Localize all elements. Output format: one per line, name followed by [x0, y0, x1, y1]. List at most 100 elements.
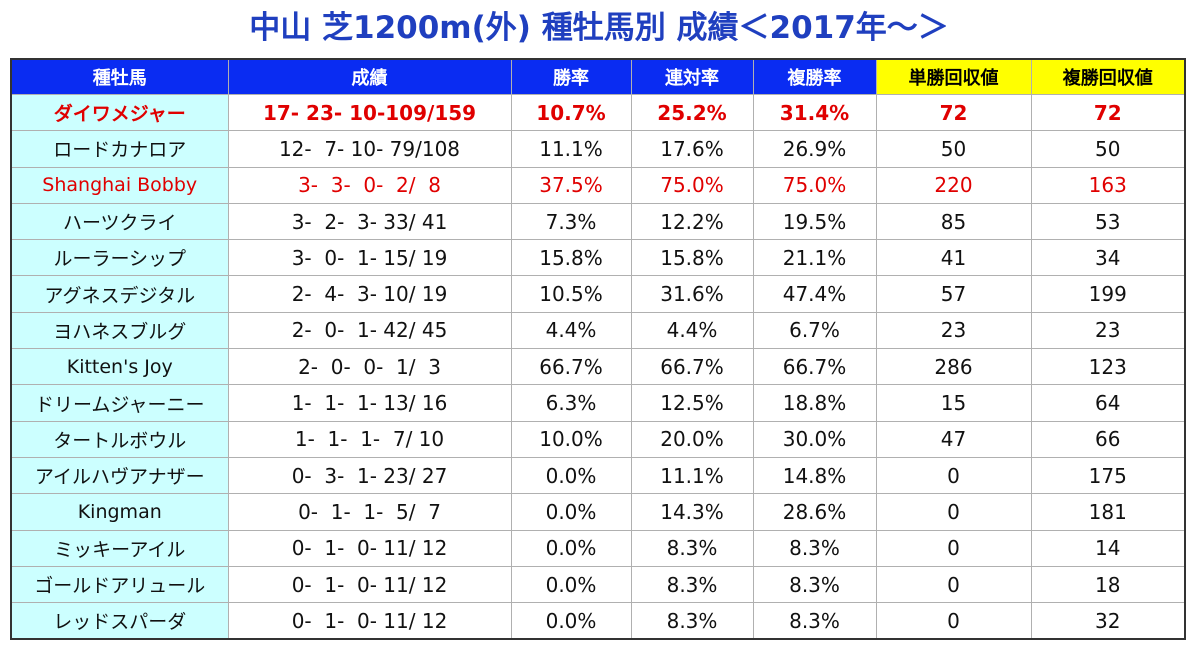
- table-cell: 8.3%: [630, 529, 754, 567]
- sire-name: ヨハネスブルグ: [10, 311, 229, 350]
- table-cell: 0- 1- 0- 11/ 12: [227, 602, 512, 640]
- table-cell: 0: [875, 565, 1032, 604]
- table-cell: 163: [1030, 166, 1186, 204]
- table-cell: 72: [1030, 93, 1186, 132]
- table-row: アグネスデジタル 2- 4- 3- 10/ 19 10.5% 31.6% 47.4% 57…: [10, 275, 1186, 313]
- table-cell: 72: [875, 93, 1032, 132]
- table-cell: 23: [1030, 311, 1186, 350]
- table-cell: 15: [875, 384, 1032, 422]
- table-cell: 12.2%: [630, 202, 754, 241]
- table-cell: 21.1%: [752, 239, 877, 277]
- table-cell: 14.8%: [752, 456, 877, 495]
- table-cell: 0.0%: [510, 456, 632, 495]
- sire-name: Kitten's Joy: [10, 348, 229, 386]
- table-cell: 31.4%: [752, 93, 877, 132]
- table-cell: 6.3%: [510, 384, 632, 422]
- table-cell: 28.6%: [752, 493, 877, 531]
- table-cell: 0: [875, 456, 1032, 495]
- table-row: タートルボウル 1- 1- 1- 7/ 10 10.0% 20.0% 30.0% 47 66: [10, 420, 1186, 458]
- table-cell: 8.3%: [630, 602, 754, 640]
- table-cell: 19.5%: [752, 202, 877, 241]
- table-cell: 286: [875, 348, 1032, 386]
- table-row: ゴールドアリュール 0- 1- 0- 11/ 12 0.0% 8.3% 8.3% 0 18: [10, 565, 1186, 604]
- sire-name: ルーラーシップ: [10, 239, 229, 277]
- table-cell: 18.8%: [752, 384, 877, 422]
- table-row: ヨハネスブルグ 2- 0- 1- 42/ 45 4.4% 4.4% 6.7% 23 23: [10, 311, 1186, 350]
- table-cell: 23: [875, 311, 1032, 350]
- table-cell: 175: [1030, 456, 1186, 495]
- table-cell: 17.6%: [630, 130, 754, 168]
- sire-name: ロードカナロア: [10, 130, 229, 168]
- table-cell: 20.0%: [630, 420, 754, 458]
- table-cell: 11.1%: [510, 130, 632, 168]
- table-cell: 31.6%: [630, 275, 754, 313]
- table-row: ルーラーシップ 3- 0- 1- 15/ 19 15.8% 15.8% 21.1% 41 3…: [10, 239, 1186, 277]
- sire-name: アグネスデジタル: [10, 275, 229, 313]
- table-cell: 0- 1- 0- 11/ 12: [227, 565, 512, 604]
- table-cell: 57: [875, 275, 1032, 313]
- column-header: 複勝回収値: [1030, 58, 1186, 95]
- table-cell: 10.7%: [510, 93, 632, 132]
- table-row: レッドスパーダ 0- 1- 0- 11/ 12 0.0% 8.3% 8.3% 0 32: [10, 602, 1186, 640]
- table-cell: 15.8%: [510, 239, 632, 277]
- table-row: ダイワメジャー 17- 23- 10-109/159 10.7% 25.2% 31.4%…: [10, 93, 1186, 132]
- table-cell: 34: [1030, 239, 1186, 277]
- header-row: 種牡馬 成績 勝率 連対率 複勝率 単勝回収値 複勝回収値: [10, 58, 1186, 95]
- table-cell: 8.3%: [630, 565, 754, 604]
- table-cell: 0: [875, 602, 1032, 640]
- table-cell: 75.0%: [752, 166, 877, 204]
- table-cell: 199: [1030, 275, 1186, 313]
- table-row: ドリームジャーニー 1- 1- 1- 13/ 16 6.3% 12.5% 18.8% 15…: [10, 384, 1186, 422]
- table-cell: 4.4%: [510, 311, 632, 350]
- sire-name: レッドスパーダ: [10, 602, 229, 640]
- table-cell: 12- 7- 10- 79/108: [227, 130, 512, 168]
- table-cell: 15.8%: [630, 239, 754, 277]
- table-cell: 4.4%: [630, 311, 754, 350]
- table-row: Shanghai Bobby 3- 3- 0- 2/ 8 37.5% 75.0% 75.…: [10, 166, 1186, 204]
- table-cell: 0: [875, 529, 1032, 567]
- results-table: 種牡馬 成績 勝率 連対率 複勝率 単勝回収値 複勝回収値 ダイワメジャー 17- 23- 1…: [10, 58, 1186, 641]
- column-header: 種牡馬: [10, 58, 229, 95]
- table-cell: 10.5%: [510, 275, 632, 313]
- table-cell: 10.0%: [510, 420, 632, 458]
- table-cell: 37.5%: [510, 166, 632, 204]
- table-cell: 3- 0- 1- 15/ 19: [227, 239, 512, 277]
- table-cell: 64: [1030, 384, 1186, 422]
- table-cell: 18: [1030, 565, 1186, 604]
- table-cell: 181: [1030, 493, 1186, 531]
- table-cell: 2- 0- 1- 42/ 45: [227, 311, 512, 350]
- table-cell: 3- 2- 3- 33/ 41: [227, 202, 512, 241]
- table-cell: 220: [875, 166, 1032, 204]
- sire-name: Kingman: [10, 493, 229, 531]
- table-cell: 14.3%: [630, 493, 754, 531]
- table-cell: 3- 3- 0- 2/ 8: [227, 166, 512, 204]
- table-cell: 47.4%: [752, 275, 877, 313]
- table-cell: 0.0%: [510, 565, 632, 604]
- sire-name: アイルハヴアナザー: [10, 456, 229, 495]
- table-cell: 8.3%: [752, 602, 877, 640]
- table-cell: 30.0%: [752, 420, 877, 458]
- sire-name: ミッキーアイル: [10, 529, 229, 567]
- table-row: ミッキーアイル 0- 1- 0- 11/ 12 0.0% 8.3% 8.3% 0 14: [10, 529, 1186, 567]
- table-row: ロードカナロア 12- 7- 10- 79/108 11.1% 17.6% 26.9% 5…: [10, 130, 1186, 168]
- table-cell: 2- 4- 3- 10/ 19: [227, 275, 512, 313]
- table-cell: 0.0%: [510, 493, 632, 531]
- table-cell: 8.3%: [752, 529, 877, 567]
- sire-name: Shanghai Bobby: [10, 166, 229, 204]
- column-header: 勝率: [510, 58, 632, 95]
- table-cell: 0- 1- 1- 5/ 7: [227, 493, 512, 531]
- column-header: 複勝率: [752, 58, 877, 95]
- table-cell: 2- 0- 0- 1/ 3: [227, 348, 512, 386]
- sire-name: ドリームジャーニー: [10, 384, 229, 422]
- table-row: Kitten's Joy 2- 0- 0- 1/ 3 66.7% 66.7% 66.7%…: [10, 348, 1186, 386]
- table-cell: 0- 1- 0- 11/ 12: [227, 529, 512, 567]
- table-cell: 66: [1030, 420, 1186, 458]
- table-cell: 85: [875, 202, 1032, 241]
- table-cell: 123: [1030, 348, 1186, 386]
- table-cell: 32: [1030, 602, 1186, 640]
- table-cell: 0.0%: [510, 602, 632, 640]
- table-cell: 14: [1030, 529, 1186, 567]
- table-cell: 75.0%: [630, 166, 754, 204]
- table-cell: 66.7%: [630, 348, 754, 386]
